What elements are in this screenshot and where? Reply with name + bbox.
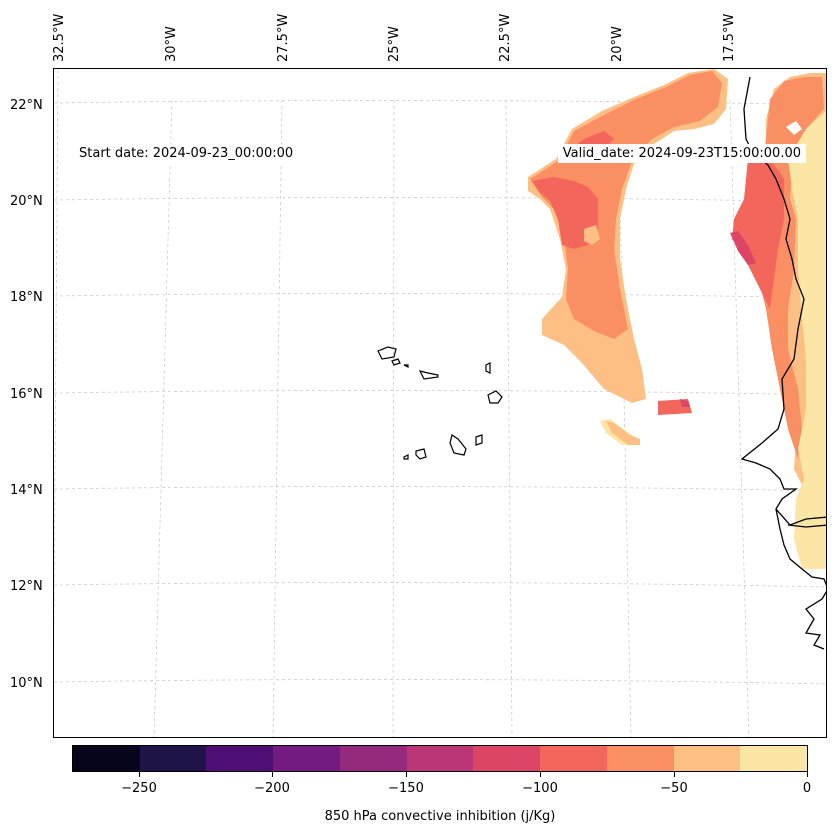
cin-patch-peach [606,421,640,445]
lon-label-25w: 25°W [387,26,402,62]
lat-label-12n: 12°N [10,579,43,594]
colorbar-segment [139,746,207,771]
island-boa-vista [487,390,503,404]
colorbar-segment [73,746,140,771]
map-panel[interactable]: Start date: 2024-09-23_00:00:00 Valid_da… [53,68,827,738]
lat-label-14n: 14°N [10,483,43,498]
colorbar-tickmark [807,772,808,777]
island-santa-luzia [403,364,409,368]
coastal-red [732,153,784,309]
colorbar-segment [273,746,340,771]
colorbar-tickmark [272,772,273,777]
colorbar-tick-label: 0 [802,781,812,796]
lat-label-18n: 18°N [10,290,43,305]
lon-label-27-5w: 27.5°W [276,13,291,62]
colorbar-tickmark [540,772,541,777]
island-sao-vicente [391,358,401,366]
island-maio [475,434,483,446]
colorbar-tick-label: −250 [121,781,157,796]
colorbar-segment [206,746,274,771]
coastal-white-notch [786,121,802,135]
coastal-light [788,110,826,569]
cin-band-orange [530,71,722,339]
colorbar-tickmark [674,772,675,777]
colorbar-segment [606,746,674,771]
colorbar-label: 850 hPa convective inhibition (j/Kg) [324,809,556,824]
africa-coastline [740,76,826,650]
colorbar-segment [740,746,808,771]
lat-label-20n: 20°N [10,194,43,209]
valid-date-label: Valid_date: 2024-09-23T15:00:00.00 [557,144,806,163]
lon-label-30w: 30°W [164,26,179,62]
cin-offshore-band [528,69,728,445]
colorbar-tickmark [139,772,140,777]
island-santo-antao [377,346,397,360]
island-brava [403,454,409,460]
colorbar [72,745,808,772]
lat-label-22n: 22°N [10,98,43,113]
lon-label-20w: 20°W [610,26,625,62]
lon-label-22-5w: 22.5°W [498,13,513,62]
lat-label-10n: 10°N [10,676,43,691]
colorbar-segment [673,746,741,771]
colorbar-tick-label: −200 [254,781,290,796]
map-canvas [54,69,826,737]
lon-label-32-5w: 32.5°W [52,13,67,62]
colorbar-segment [406,746,474,771]
colorbar-tickmark [406,772,407,777]
island-fogo [415,448,427,460]
colorbar-tick-label: −100 [522,781,558,796]
island-santiago [449,434,467,456]
lat-label-16n: 16°N [10,387,43,402]
island-sao-nicolau [418,370,439,380]
colorbar-segment [339,746,407,771]
cin-band-red-core [532,177,598,249]
cin-coastal-band [730,73,826,569]
colorbar-tick-label: −150 [388,781,424,796]
colorbar-segment [473,746,541,771]
graticule [54,69,826,737]
island-sal [485,362,491,374]
lon-label-17-5w: 17.5°W [722,13,737,62]
cape-verde-islands [377,346,503,460]
cin-band-peach-lobe [584,225,600,245]
cin-patch-magenta [680,399,690,407]
colorbar-segment [540,746,607,771]
coastline [740,76,826,650]
coastal-magenta [730,231,756,265]
colorbar-tick-label: −50 [660,781,688,796]
start-date-label: Start date: 2024-09-23_00:00:00 [74,144,299,163]
gambia-river [787,524,826,528]
